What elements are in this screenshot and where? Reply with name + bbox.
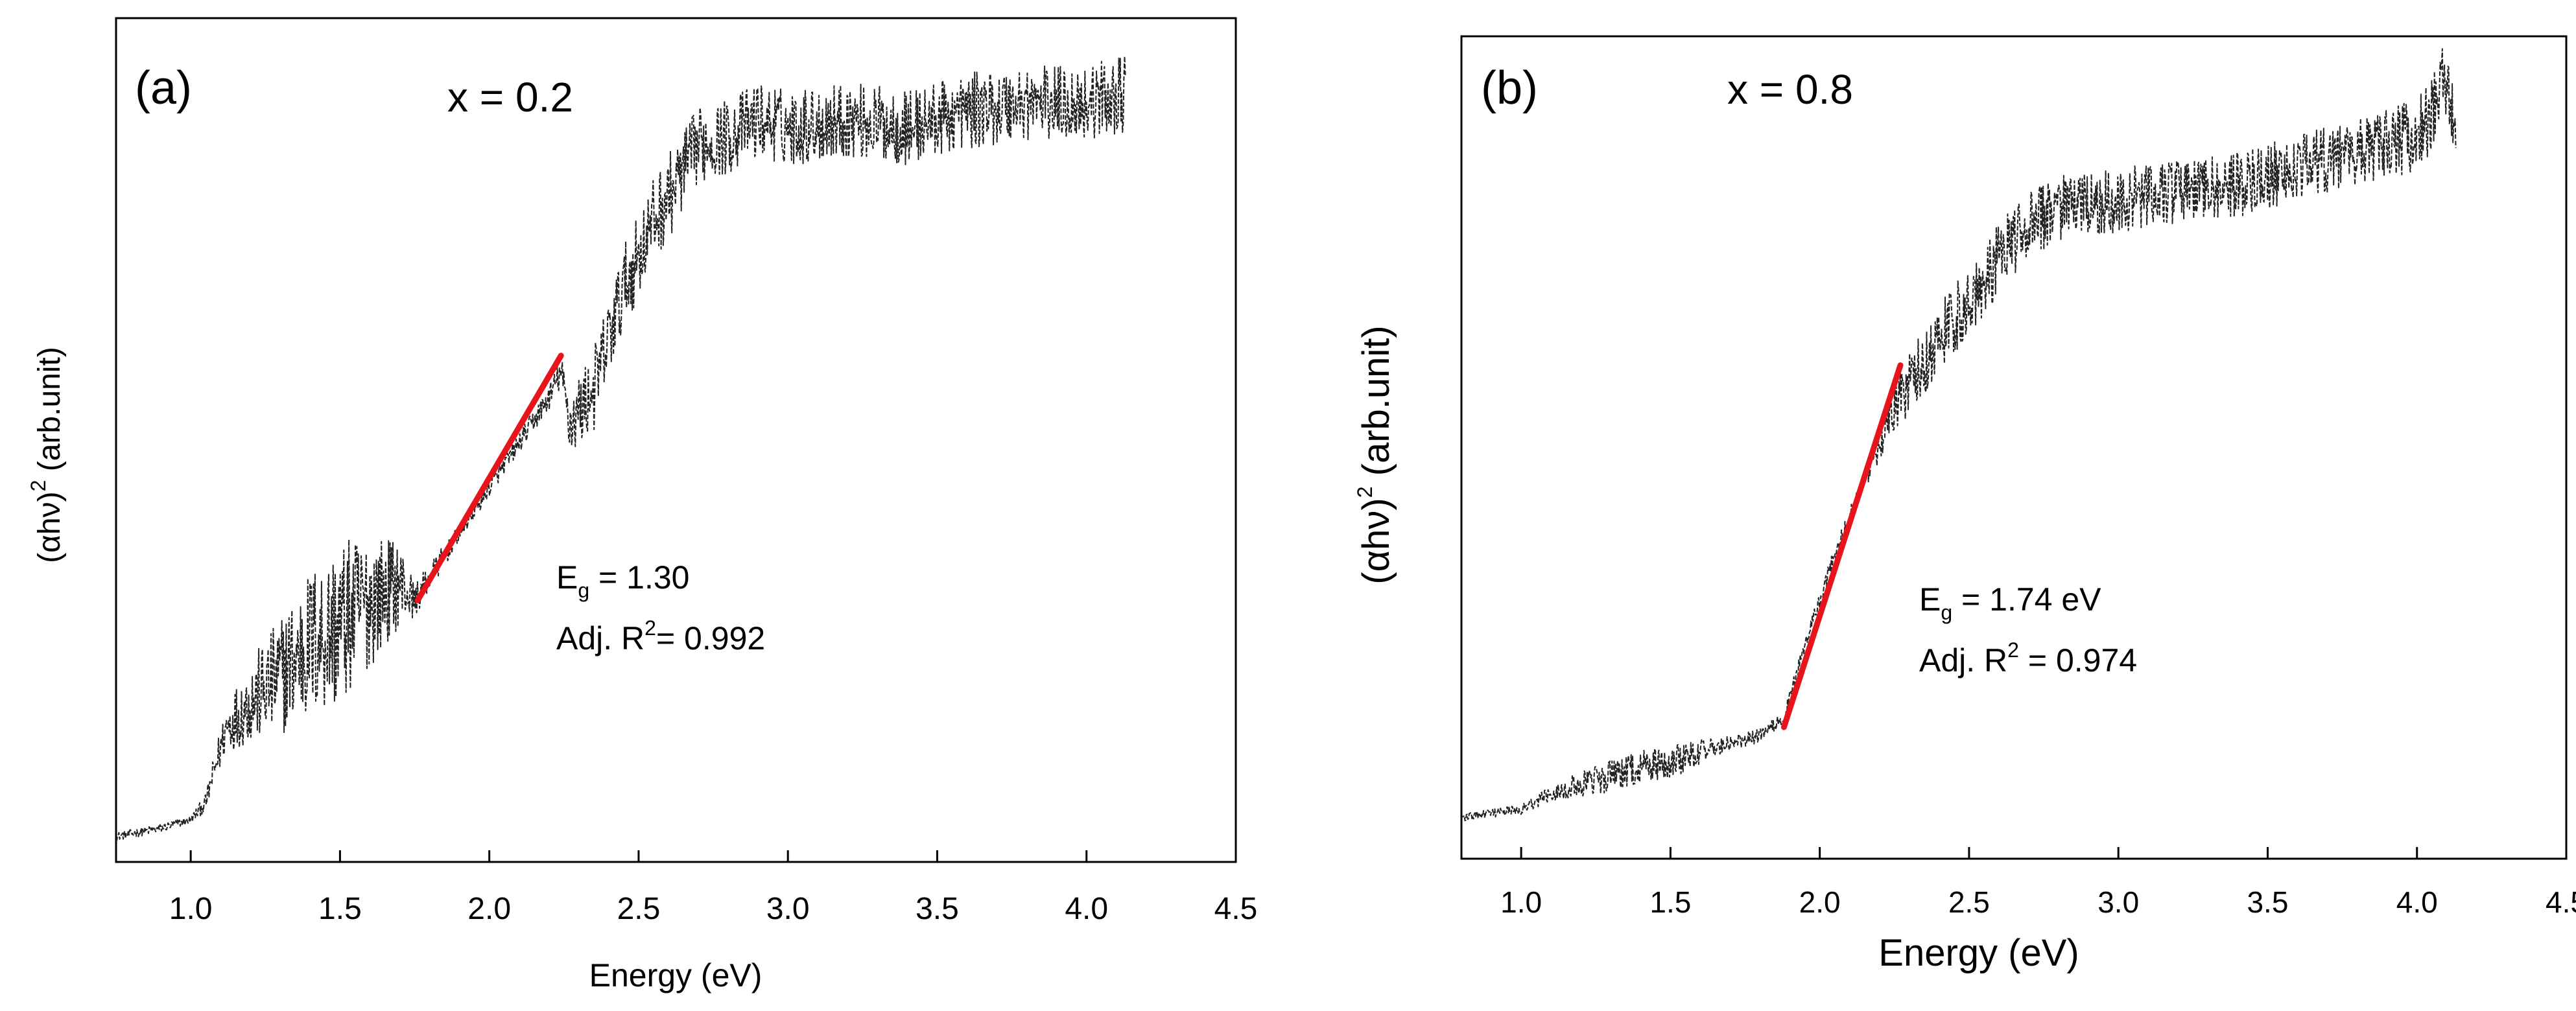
r2-prefix-a: Adj. R bbox=[556, 620, 644, 657]
x-tick-label-b-1: 1.5 bbox=[1649, 885, 1691, 919]
y-axis-title-suffix-b: (arb.unit) bbox=[1355, 325, 1397, 486]
x-tick-label-a-7: 4.5 bbox=[1214, 892, 1258, 926]
x-tick-label-a-4: 3.0 bbox=[766, 892, 810, 926]
r2-prefix-b: Adj. R bbox=[1919, 642, 2007, 679]
x-ticks-b: 1.0 1.5 2.0 2.5 3.0 3.5 4.0 4.5 bbox=[1500, 847, 2576, 919]
eg-symbol-b: E bbox=[1919, 581, 1941, 618]
absorption-curve-b bbox=[1461, 48, 2457, 822]
chart-title-a: x = 0.2 bbox=[447, 74, 573, 121]
x-axis-title-a: Energy (eV) bbox=[589, 957, 762, 994]
r2-sup-a: 2 bbox=[644, 616, 656, 640]
panel-b: 1.0 1.5 2.0 2.5 3.0 3.5 4.0 4.5 (b) x = 0.8 Ene… bbox=[1353, 35, 2576, 974]
plot-frame-a bbox=[115, 17, 1237, 863]
x-ticks-a: 1.0 1.5 2.0 2.5 3.0 3.5 4.0 4.5 bbox=[169, 850, 1258, 926]
x-tick-label-a-6: 4.0 bbox=[1065, 892, 1108, 926]
y-axis-title-a: (αhν)2 (arb.unit) bbox=[27, 347, 67, 563]
r2-value-b: = 0.974 bbox=[2019, 642, 2137, 679]
x-tick-label-b-2: 2.0 bbox=[1799, 885, 1841, 919]
eg-subscript-a: g bbox=[578, 579, 589, 602]
linear-fit-line-a bbox=[414, 353, 564, 603]
x-tick-label-a-1: 1.5 bbox=[318, 892, 362, 926]
x-tick-label-b-0: 1.0 bbox=[1500, 885, 1542, 919]
panel-a: 1.0 1.5 2.0 2.5 3.0 3.5 4.0 4.5 (a) x = 0.2 Ene… bbox=[27, 17, 1258, 994]
eg-annotation-a: Eg = 1.30 bbox=[556, 559, 689, 602]
data-series-b bbox=[1461, 48, 2457, 822]
r2-annotation-a: Adj. R2= 0.992 bbox=[556, 616, 765, 657]
panel-label-b: (b) bbox=[1481, 62, 1538, 114]
y-axis-title-prefix-a: (αhν) bbox=[32, 491, 67, 563]
r2-annotation-b: Adj. R2 = 0.974 bbox=[1919, 638, 2137, 679]
x-tick-label-b-5: 3.5 bbox=[2247, 885, 2288, 919]
eg-value-b: = 1.74 eV bbox=[1952, 581, 2101, 618]
r2-value-a: = 0.992 bbox=[656, 620, 765, 657]
x-axis-title-b: Energy (eV) bbox=[1878, 932, 2079, 974]
data-series-a bbox=[115, 56, 1126, 842]
eg-subscript-b: g bbox=[1941, 601, 1952, 624]
x-tick-label-b-6: 4.0 bbox=[2396, 885, 2438, 919]
eg-value-a: = 1.30 bbox=[589, 559, 689, 596]
y-axis-title-prefix-b: (αhν) bbox=[1355, 498, 1397, 584]
x-tick-label-a-5: 3.5 bbox=[916, 892, 959, 926]
panel-label-a: (a) bbox=[135, 62, 192, 114]
y-axis-title-b: (αhν)2 (arb.unit) bbox=[1353, 325, 1397, 584]
plot-frame-b bbox=[1460, 35, 2568, 860]
y-axis-title-suffix-a: (arb.unit) bbox=[32, 347, 67, 480]
x-tick-label-a-0: 1.0 bbox=[169, 892, 213, 926]
linear-fit-line-b bbox=[1780, 362, 1904, 730]
y-axis-title-sup-b: 2 bbox=[1353, 486, 1377, 498]
y-axis-title-sup-a: 2 bbox=[27, 480, 50, 492]
x-tick-label-a-2: 2.0 bbox=[467, 892, 511, 926]
x-tick-label-b-3: 2.5 bbox=[1948, 885, 1990, 919]
eg-annotation-b: Eg = 1.74 eV bbox=[1919, 581, 2101, 624]
r2-sup-b: 2 bbox=[2007, 638, 2019, 662]
absorption-curve-a bbox=[115, 56, 1126, 842]
chart-title-b: x = 0.8 bbox=[1727, 66, 1853, 113]
eg-symbol-a: E bbox=[556, 559, 578, 596]
x-tick-label-b-7: 4.5 bbox=[2546, 885, 2576, 919]
x-tick-label-b-4: 3.0 bbox=[2097, 885, 2139, 919]
x-tick-label-a-3: 2.5 bbox=[617, 892, 661, 926]
